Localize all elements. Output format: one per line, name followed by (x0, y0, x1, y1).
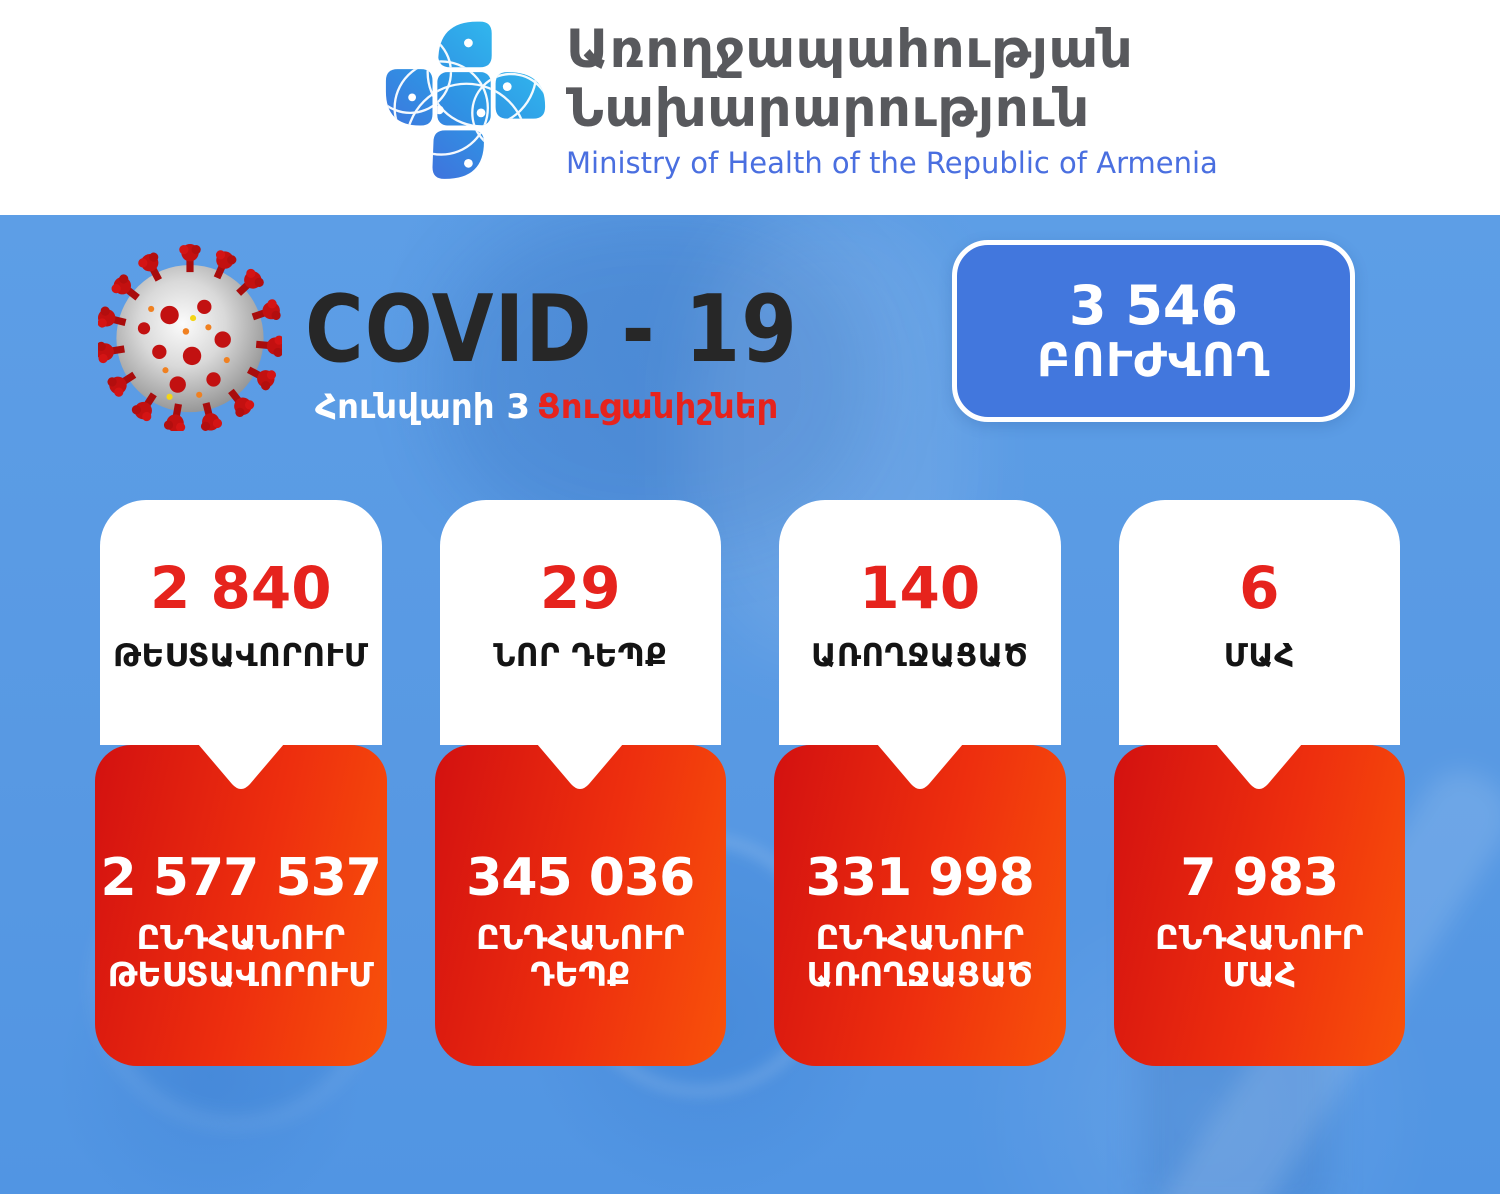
daily-label: ՄԱՀ (1223, 637, 1295, 674)
stat-card-testing: 2 840 ԹԵՍՏԱՎՈՐՈՒՄ 2 577 537 ԸՆԴՀԱՆՈՒՐ ԹԵ… (95, 500, 387, 1066)
card-daily-section: 2 840 ԹԵՍՏԱՎՈՐՈՒՄ (100, 500, 382, 745)
daily-label: ԱՌՈՂՋԱՑԱԾ (811, 637, 1029, 674)
ministry-header: Առողջապահության Նախարարություն Ministry … (0, 0, 1500, 215)
stat-card-deaths: 6 ՄԱՀ 7 983 ԸՆԴՀԱՆՈՒՐ ՄԱՀ (1113, 500, 1405, 1066)
total-value: 331 998 (805, 848, 1035, 909)
indicators-label: Ցուցանիշներ (537, 387, 779, 427)
total-value: 345 036 (466, 848, 695, 909)
daily-label: ՆՈՐ ԴԵՊՔ (493, 637, 668, 674)
total-label: ԸՆԴՀԱՆՈՒՐ ՄԱՀ (1154, 918, 1364, 994)
card-total-section: 331 998 ԸՆԴՀԱՆՈՒՐ ԱՌՈՂՋԱՑԱԾ (774, 744, 1066, 1066)
treated-value: 3 546 (1068, 274, 1239, 337)
treated-label: ԲՈՒԺՎՈՂ (1036, 333, 1271, 388)
total-label-line2: ԹԵՍՏԱՎՈՐՈՒՄ (107, 954, 374, 994)
stat-card-new-cases: 29 ՆՈՐ ԴԵՊՔ 345 036 ԸՆԴՀԱՆՈՒՐ ԴԵՊՔ (434, 500, 726, 1066)
ministry-subtitle: Ministry of Health of the Republic of Ar… (566, 145, 1218, 180)
stat-cards-row: 2 840 ԹԵՍՏԱՎՈՐՈՒՄ 2 577 537 ԸՆԴՀԱՆՈՒՐ ԹԵ… (95, 500, 1405, 1066)
report-date: Հունվարի 3 (315, 387, 531, 427)
notch-decoration (537, 744, 624, 789)
total-label: ԸՆԴՀԱՆՈՒՐ ԹԵՍՏԱՎՈՐՈՒՄ (107, 918, 374, 994)
coronavirus-icon (98, 244, 282, 431)
card-daily-section: 6 ՄԱՀ (1118, 500, 1400, 745)
daily-value: 140 (859, 553, 981, 622)
total-value: 7 983 (1180, 848, 1339, 909)
daily-value: 2 840 (149, 553, 332, 622)
total-label-line2: ՄԱՀ (1222, 954, 1297, 994)
stat-card-recovered: 140 ԱՌՈՂՋԱՑԱԾ 331 998 ԸՆԴՀԱՆՈՒՐ ԱՌՈՂՋԱՑԱ… (774, 500, 1066, 1066)
total-value: 2 577 537 (100, 848, 382, 909)
microscope-silhouette-decoration (440, 215, 870, 545)
total-label-line1: ԸՆԴՀԱՆՈՒՐ (136, 918, 345, 958)
total-label-line2: ԱՌՈՂՋԱՑԱԾ (806, 954, 1033, 994)
total-label: ԸՆԴՀԱՆՈՒՐ ԱՌՈՂՋԱՑԱԾ (806, 918, 1033, 994)
notch-decoration (197, 744, 284, 789)
card-daily-section: 140 ԱՌՈՂՋԱՑԱԾ (779, 500, 1061, 745)
health-cross-network-icon (385, 21, 546, 179)
ministry-title-line2: Նախարարություն (566, 78, 1090, 140)
total-label-line1: ԸՆԴՀԱՆՈՒՐ (475, 918, 685, 958)
total-label: ԸՆԴՀԱՆՈՒՐ ԴԵՊՔ (475, 918, 685, 994)
covid-title: COVID - 19 (305, 275, 798, 383)
daily-value: 6 (1239, 553, 1280, 622)
total-label-line1: ԸՆԴՀԱՆՈՒՐ (815, 918, 1024, 958)
daily-label: ԹԵՍՏԱՎՈՐՈՒՄ (112, 637, 369, 674)
ministry-title-line1: Առողջապահության (566, 19, 1134, 80)
infographic-board: COVID - 19 Հունվարի 3 Ցուցանիշներ 3 546 … (0, 215, 1500, 1194)
notch-decoration (1216, 744, 1303, 789)
card-total-section: 2 577 537 ԸՆԴՀԱՆՈՒՐ ԹԵՍՏԱՎՈՐՈՒՄ (95, 744, 387, 1066)
treated-badge: 3 546 ԲՈՒԺՎՈՂ (952, 240, 1355, 422)
notch-decoration (876, 744, 963, 789)
total-label-line1: ԸՆԴՀԱՆՈՒՐ (1154, 918, 1364, 958)
daily-value: 29 (539, 553, 621, 622)
total-label-line2: ԴԵՊՔ (530, 954, 631, 994)
card-daily-section: 29 ՆՈՐ ԴԵՊՔ (439, 500, 721, 745)
card-total-section: 345 036 ԸՆԴՀԱՆՈՒՐ ԴԵՊՔ (434, 744, 726, 1066)
card-total-section: 7 983 ԸՆԴՀԱՆՈՒՐ ՄԱՀ (1113, 744, 1405, 1066)
